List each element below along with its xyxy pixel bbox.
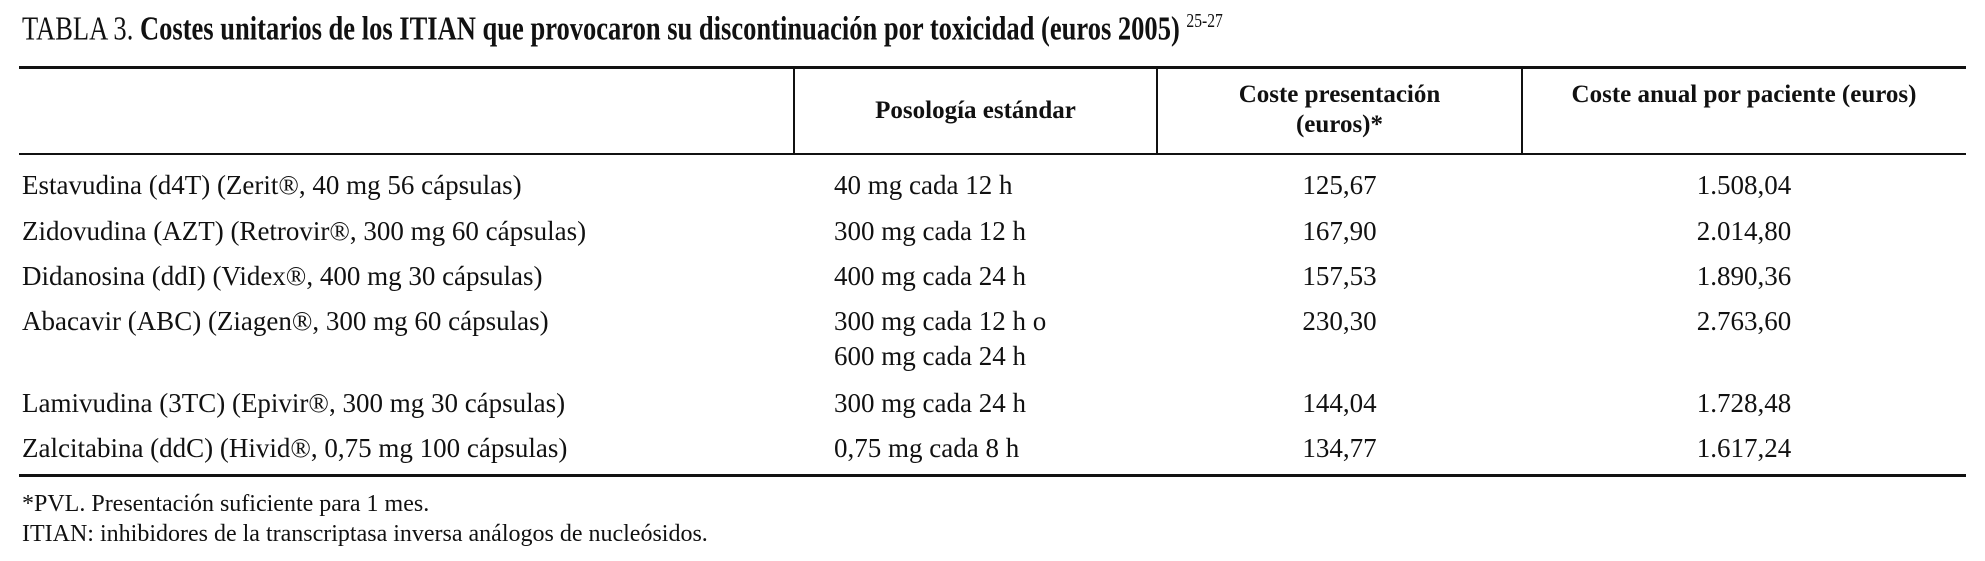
caption-title: Costes unitarios de los ITIAN que provoc… xyxy=(139,10,1180,48)
header-cell: Coste presentación (euros)* xyxy=(1238,81,1441,138)
caption-refs: 25-27 xyxy=(1186,10,1223,32)
cost-cell: 230,30 xyxy=(1302,306,1377,336)
annual-cell: 2.763,60 xyxy=(1696,306,1792,336)
dose-cell: 300 mg cada 12 h xyxy=(834,216,1026,246)
header-cell: Posología estándar xyxy=(875,97,1076,124)
annual-cell: 1.617,24 xyxy=(1696,433,1792,463)
drug-cell: Zalcitabina (ddC) (Hivid®, 0,75 mg 100 c… xyxy=(22,433,568,463)
dose-cell: 600 mg cada 24 h xyxy=(834,341,1026,371)
dose-cell: 400 mg cada 24 h xyxy=(834,261,1026,291)
header-rule xyxy=(19,153,1966,155)
cost-cell: 157,53 xyxy=(1302,261,1377,291)
col-rule xyxy=(1156,68,1158,154)
annual-cell: 1.728,48 xyxy=(1696,388,1792,418)
drug-cell: Abacavir (ABC) (Ziagen®, 300 mg 60 cápsu… xyxy=(22,306,549,336)
drug-cell: Didanosina (ddI) (Videx®, 400 mg 30 cáps… xyxy=(22,261,543,291)
caption-label: TABLA 3. xyxy=(22,10,134,48)
drug-cell: Estavudina (d4T) (Zerit®, 40 mg 56 cápsu… xyxy=(22,170,522,200)
annual-cell: 2.014,80 xyxy=(1696,216,1792,246)
dose-cell: 0,75 mg cada 8 h xyxy=(834,433,1020,463)
drug-cell: Zidovudina (AZT) (Retrovir®, 300 mg 60 c… xyxy=(22,216,587,246)
dose-cell: 300 mg cada 12 h o xyxy=(834,306,1047,336)
col-rule xyxy=(793,68,795,154)
col-rule xyxy=(1521,68,1523,154)
top-rule xyxy=(19,66,1966,69)
annual-cell: 1.890,36 xyxy=(1696,261,1792,291)
cost-cell: 167,90 xyxy=(1302,216,1377,246)
bottom-rule xyxy=(19,474,1966,477)
cost-cell: 144,04 xyxy=(1302,388,1377,418)
annual-cell: 1.508,04 xyxy=(1696,170,1792,200)
drug-cell: Lamivudina (3TC) (Epivir®, 300 mg 30 cáp… xyxy=(22,388,566,418)
cost-cell: 134,77 xyxy=(1302,433,1377,463)
cost-cell: 125,67 xyxy=(1302,170,1377,200)
caption: TABLA 3. Costes unitarios de los ITIAN q… xyxy=(22,10,1223,48)
footnote: ITIAN: inhibidores de la transcriptasa i… xyxy=(22,521,708,547)
dose-cell: 40 mg cada 12 h xyxy=(834,170,1013,200)
header-cell: Coste anual por paciente (euros) xyxy=(1571,81,1917,108)
footnote: *PVL. Presentación suficiente para 1 mes… xyxy=(22,491,430,517)
dose-cell: 300 mg cada 24 h xyxy=(834,388,1026,418)
